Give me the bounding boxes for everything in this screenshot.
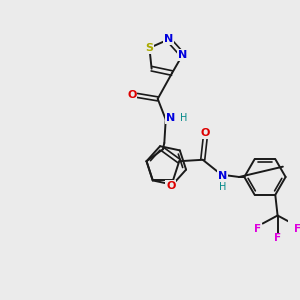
Text: N: N xyxy=(164,34,173,44)
Text: N: N xyxy=(218,171,227,181)
Text: O: O xyxy=(166,181,175,190)
Text: F: F xyxy=(294,224,300,234)
Text: F: F xyxy=(254,224,261,234)
Text: N: N xyxy=(166,113,176,123)
Text: O: O xyxy=(127,90,136,100)
Text: O: O xyxy=(200,128,210,138)
Text: F: F xyxy=(274,233,281,243)
Text: H: H xyxy=(219,182,226,192)
Text: H: H xyxy=(180,113,187,123)
Text: S: S xyxy=(146,43,153,53)
Text: N: N xyxy=(178,50,187,60)
